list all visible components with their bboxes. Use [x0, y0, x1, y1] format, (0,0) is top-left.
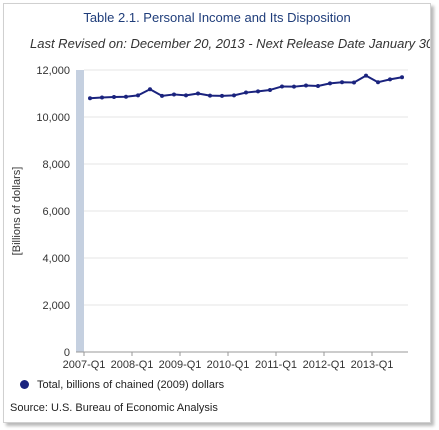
- data-point: [328, 81, 332, 86]
- data-point: [172, 92, 176, 97]
- x-tick-label: 2013-Q1: [351, 359, 394, 371]
- data-point: [292, 84, 296, 89]
- y-tick-label: 2,000: [42, 300, 70, 312]
- x-tick-label: 2012-Q1: [303, 359, 346, 371]
- data-point: [136, 93, 140, 98]
- x-tick-label: 2010-Q1: [207, 359, 250, 371]
- legend-marker-icon: [20, 380, 29, 389]
- data-point: [220, 93, 224, 98]
- chart-panel: Table 2.1. Personal Income and Its Dispo…: [3, 3, 431, 423]
- data-point: [400, 75, 404, 80]
- data-point: [244, 90, 248, 95]
- data-point: [256, 89, 260, 94]
- data-point: [340, 80, 344, 85]
- data-point: [268, 87, 272, 92]
- data-point: [100, 95, 104, 100]
- data-point: [148, 87, 152, 92]
- data-point: [88, 96, 92, 101]
- data-point: [124, 94, 128, 99]
- line-chart: 0 2,000 4,000 6,000 8,000 10,000 12,000 [Billio…: [11, 65, 408, 371]
- x-tick-label: 2011-Q1: [255, 359, 297, 371]
- legend-label: Total, billions of chained (2009) dollar…: [37, 379, 225, 391]
- data-point: [388, 77, 392, 82]
- data-point: [376, 80, 380, 85]
- data-point: [196, 91, 200, 96]
- data-point: [160, 93, 164, 98]
- data-point: [352, 80, 356, 85]
- source-note: Source: U.S. Bureau of Economic Analysis: [10, 402, 218, 414]
- y-tick-label: 4,000: [42, 253, 70, 265]
- data-point: [232, 93, 236, 98]
- y-axis-bar: [76, 70, 84, 352]
- y-axis-label: [Billions of dollars]: [11, 167, 23, 256]
- data-point: [208, 93, 212, 98]
- y-tick-label: 8,000: [42, 159, 70, 171]
- data-point: [364, 73, 368, 78]
- data-point: [184, 93, 188, 98]
- x-tick-label: 2007-Q1: [63, 359, 106, 371]
- y-tick-label: 12,000: [36, 65, 70, 77]
- data-point: [304, 83, 308, 88]
- data-point: [280, 84, 284, 89]
- x-tick-label: 2009-Q1: [159, 359, 202, 371]
- x-tick-label: 2008-Q1: [111, 359, 154, 371]
- y-tick-label: 6,000: [42, 206, 70, 218]
- chart-legend[interactable]: Total, billions of chained (2009) dollar…: [20, 379, 224, 391]
- chart-subtitle: Last Revised on: December 20, 2013 - Nex…: [30, 36, 431, 51]
- chart-title: Table 2.1. Personal Income and Its Dispo…: [83, 10, 351, 25]
- data-point: [112, 95, 116, 100]
- y-tick-label: 10,000: [36, 112, 70, 124]
- y-tick-label: 0: [64, 347, 70, 359]
- data-point: [316, 83, 320, 88]
